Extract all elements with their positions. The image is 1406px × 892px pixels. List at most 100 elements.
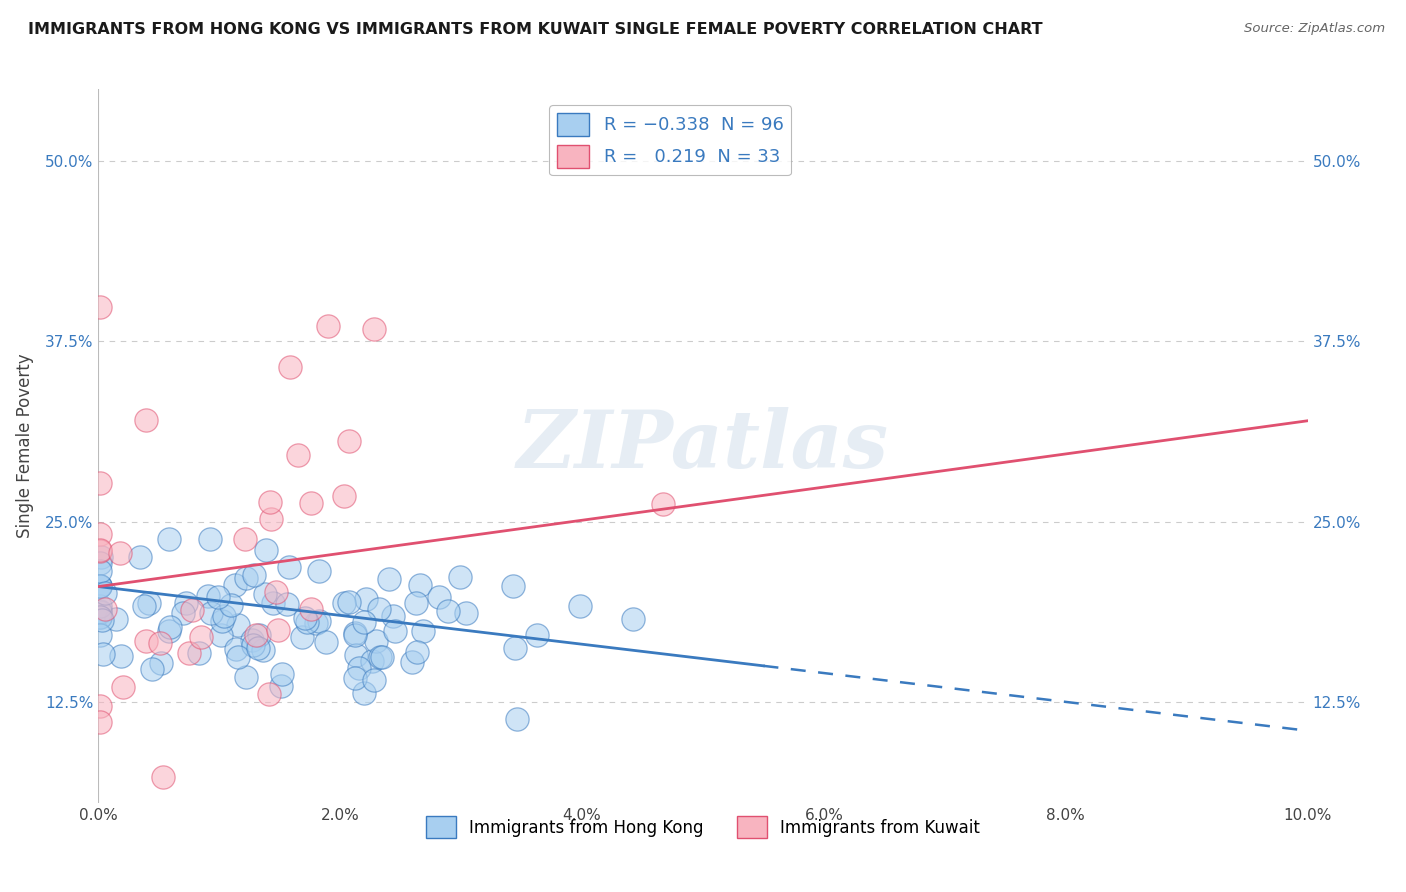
Point <box>259 688 281 702</box>
Point <box>132 599 155 613</box>
Point <box>344 648 367 663</box>
Point <box>371 650 394 665</box>
Point <box>253 586 276 600</box>
Point <box>343 628 366 642</box>
Point <box>89 605 111 619</box>
Point <box>406 645 429 659</box>
Point <box>94 602 117 616</box>
Point <box>112 681 135 695</box>
Point <box>366 634 388 648</box>
Point <box>377 572 399 586</box>
Point <box>344 625 367 640</box>
Point <box>90 550 112 565</box>
Point <box>353 686 375 700</box>
Point <box>89 610 111 624</box>
Point <box>363 322 385 336</box>
Point <box>104 612 127 626</box>
Point <box>209 628 232 642</box>
Point <box>370 649 392 664</box>
Point <box>276 598 298 612</box>
Point <box>287 448 309 462</box>
Point <box>243 568 266 582</box>
Point <box>291 630 314 644</box>
Y-axis label: Single Female Poverty: Single Female Poverty <box>15 354 34 538</box>
Text: IMMIGRANTS FROM HONG KONG VS IMMIGRANTS FROM KUWAIT SINGLE FEMALE POVERTY CORREL: IMMIGRANTS FROM HONG KONG VS IMMIGRANTS … <box>28 22 1043 37</box>
Point <box>108 545 131 559</box>
Point <box>506 712 529 726</box>
Point <box>207 590 229 604</box>
Point <box>89 564 111 578</box>
Point <box>333 596 356 610</box>
Point <box>278 560 301 574</box>
Point <box>89 628 111 642</box>
Point <box>315 635 337 649</box>
Point <box>219 598 242 612</box>
Point <box>89 604 111 618</box>
Point <box>149 657 172 671</box>
Point <box>353 615 375 630</box>
Point <box>159 620 181 634</box>
Point <box>212 608 235 623</box>
Point <box>200 606 222 620</box>
Point <box>270 679 292 693</box>
Point <box>367 602 389 616</box>
Point <box>568 599 591 614</box>
Point <box>316 319 339 334</box>
Point <box>157 532 180 546</box>
Point <box>354 592 377 607</box>
Point <box>337 434 360 448</box>
Point <box>89 599 111 614</box>
Point <box>454 606 477 620</box>
Point <box>245 628 267 642</box>
Point <box>129 549 152 564</box>
Point <box>226 618 249 632</box>
Point <box>89 527 111 541</box>
Point <box>382 608 405 623</box>
Point <box>197 589 219 603</box>
Point <box>308 565 330 579</box>
Point <box>91 613 114 627</box>
Point <box>89 579 111 593</box>
Text: ZIPatlas: ZIPatlas <box>517 408 889 484</box>
Point <box>247 628 270 642</box>
Point <box>409 578 432 592</box>
Point <box>295 615 318 630</box>
Point <box>526 627 548 641</box>
Point <box>89 699 111 714</box>
Point <box>93 647 115 661</box>
Point <box>502 579 524 593</box>
Point <box>190 630 212 644</box>
Point <box>152 770 174 784</box>
Point <box>149 636 172 650</box>
Legend: Immigrants from Hong Kong, Immigrants from Kuwait: Immigrants from Hong Kong, Immigrants fr… <box>419 810 987 845</box>
Point <box>224 578 246 592</box>
Text: Source: ZipAtlas.com: Source: ZipAtlas.com <box>1244 22 1385 36</box>
Point <box>361 654 384 668</box>
Point <box>135 634 157 648</box>
Point <box>94 585 117 599</box>
Point <box>180 603 202 617</box>
Point <box>252 643 274 657</box>
Point <box>179 646 201 660</box>
Point <box>308 614 330 628</box>
Point <box>343 671 366 685</box>
Point <box>157 624 180 639</box>
Point <box>271 666 294 681</box>
Point <box>89 556 111 570</box>
Point <box>233 532 256 546</box>
Point <box>138 596 160 610</box>
Point <box>226 649 249 664</box>
Point <box>363 673 385 687</box>
Point <box>384 624 406 638</box>
Point <box>262 596 284 610</box>
Point <box>89 578 111 592</box>
Point <box>652 497 675 511</box>
Point <box>339 595 361 609</box>
Point <box>89 609 111 624</box>
Point <box>198 532 221 546</box>
Point <box>240 633 263 648</box>
Point <box>437 604 460 618</box>
Point <box>259 495 281 509</box>
Point <box>260 512 283 526</box>
Point <box>294 610 316 624</box>
